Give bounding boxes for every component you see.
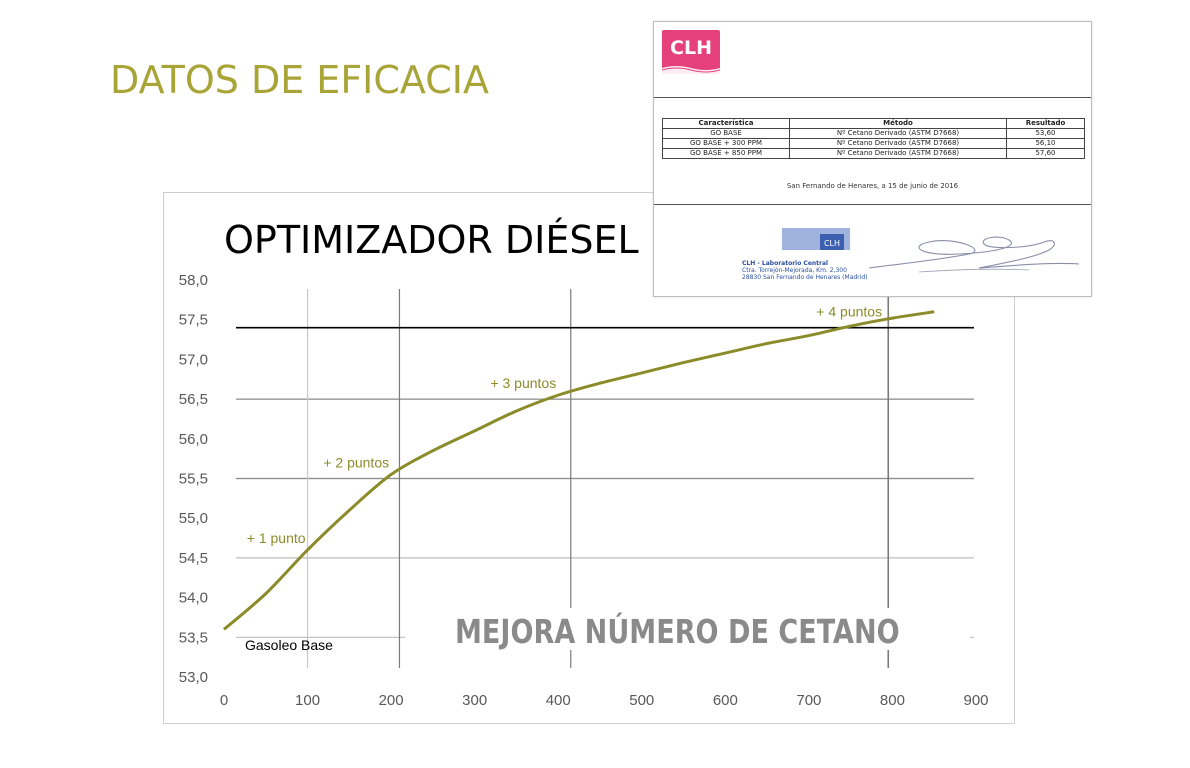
report-date-line: San Fernando de Henares, a 15 de junio d… [786,182,959,190]
y-tick-label: 53,5 [179,629,208,646]
x-tick-label: 500 [629,692,654,709]
x-tick-label: 200 [379,692,404,709]
table-header: Método [789,118,1007,129]
table-cell: GO BASE [662,128,790,139]
y-tick-label: 58,0 [179,272,208,289]
clh-logo: CLH [662,30,720,74]
logo-wave-icon [662,66,720,74]
table-cell: 53,60 [1006,128,1085,139]
x-tick-label: 700 [796,692,821,709]
x-tick-label: 800 [880,692,905,709]
y-tick-label: 57,5 [179,312,208,329]
watermark-backdrop [405,608,970,650]
clh-logo-text: CLH [670,37,712,59]
table-cell: 57,60 [1006,148,1085,159]
x-tick-label: 400 [546,692,571,709]
table-cell: Nº Cetano Derivado (ASTM D7668) [789,138,1007,149]
x-tick-label: 300 [462,692,487,709]
stamp-text: CLH [824,239,840,248]
chart-title: OPTIMIZADOR DIÉSEL [224,218,639,262]
point-annotation: + 4 puntos [816,304,882,320]
report-divider [654,204,1091,205]
point-annotation: + 2 puntos [323,455,389,471]
y-tick-label: 57,0 [179,351,208,368]
point-annotation: + 1 punto [247,530,306,546]
y-tick-label: 55,5 [179,471,208,488]
report-divider [654,97,1091,98]
table-cell: 56,10 [1006,138,1085,149]
x-tick-label: 900 [963,692,988,709]
point-annotation: + 3 puntos [490,375,556,391]
table-cell: GO BASE + 850 PPM [662,148,790,159]
table-header-row: Característica Método Resultado [662,118,1085,129]
table-row: GO BASE Nº Cetano Derivado (ASTM D7668) … [662,128,1085,139]
table-header: Resultado [1006,118,1085,129]
y-tick-label: 56,0 [179,431,208,448]
x-tick-label: 600 [713,692,738,709]
lab-stamp: CLH [782,228,850,250]
y-tick-label: 54,0 [179,590,208,607]
table-cell: Nº Cetano Derivado (ASTM D7668) [789,128,1007,139]
table-cell: GO BASE + 300 PPM [662,138,790,149]
results-table: Característica Método Resultado GO BASE … [662,118,1085,159]
table-cell: Nº Cetano Derivado (ASTM D7668) [789,148,1007,159]
base-label: Gasoleo Base [245,637,333,653]
y-tick-label: 56,5 [179,391,208,408]
table-header: Característica [662,118,790,129]
x-tick-label: 0 [220,692,228,709]
y-tick-label: 53,0 [179,669,208,686]
y-tick-label: 54,5 [179,550,208,567]
table-row: GO BASE + 300 PPM Nº Cetano Derivado (AS… [662,138,1085,149]
handwritten-signature [868,236,1080,273]
lab-address: 28830 San Fernando de Henares (Madrid) [742,274,868,281]
lab-report-inset: CLH Característica Método Resultado GO B… [653,21,1092,297]
slide-title: DATOS DE EFICACIA [110,58,489,102]
lab-name: CLH - Laboratorio Central [742,260,829,267]
table-row: GO BASE + 850 PPM Nº Cetano Derivado (AS… [662,148,1085,159]
x-tick-label: 100 [295,692,320,709]
lab-address: Ctra. Torrejón-Mejorada, Km. 2,300 [742,267,847,274]
lab-info: CLH - Laboratorio Central Ctra. Torrejón… [742,260,867,281]
series-line [223,310,935,631]
y-tick-label: 55,0 [179,510,208,527]
chart-watermark: MEJORA NÚMERO DE CETANO [455,612,900,651]
